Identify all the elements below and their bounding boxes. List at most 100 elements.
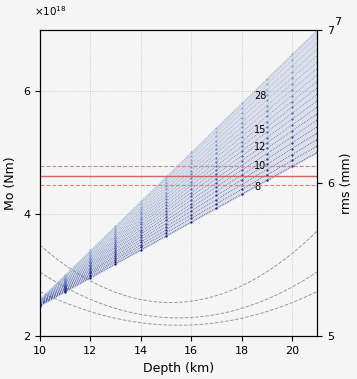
Point xyxy=(213,201,219,207)
Point xyxy=(62,273,68,279)
Point xyxy=(138,232,144,238)
Point xyxy=(314,111,320,117)
Point xyxy=(87,263,93,269)
Point xyxy=(37,301,43,307)
Point xyxy=(138,242,144,248)
Point xyxy=(264,119,270,125)
Point xyxy=(138,204,144,210)
Point xyxy=(188,171,194,177)
Point xyxy=(239,153,245,159)
Point xyxy=(87,252,93,258)
Point xyxy=(138,224,144,230)
Point xyxy=(264,140,270,146)
Point xyxy=(188,168,194,174)
Point xyxy=(314,72,320,78)
Point xyxy=(62,284,68,290)
Point xyxy=(239,105,245,111)
Point xyxy=(37,298,43,304)
Point xyxy=(37,298,43,304)
Point xyxy=(163,230,169,236)
Point xyxy=(112,245,118,251)
Point xyxy=(138,216,144,222)
Point xyxy=(62,289,68,295)
Point xyxy=(289,146,295,152)
Point xyxy=(163,208,169,214)
Text: 15: 15 xyxy=(254,125,267,135)
Point xyxy=(239,186,245,193)
Point xyxy=(112,225,118,231)
Point xyxy=(264,167,270,173)
Point xyxy=(37,302,43,309)
Point xyxy=(213,138,219,144)
Point xyxy=(138,219,144,225)
Point xyxy=(163,199,169,205)
Point xyxy=(188,208,194,214)
Point xyxy=(239,177,245,183)
Point xyxy=(87,247,93,254)
Point xyxy=(213,167,219,173)
Point xyxy=(163,205,169,211)
Point xyxy=(62,276,68,282)
Point xyxy=(314,149,320,155)
Point xyxy=(62,275,68,281)
Point xyxy=(87,253,93,259)
Point xyxy=(239,100,245,106)
Point xyxy=(37,299,43,305)
Point xyxy=(314,117,320,123)
Point xyxy=(239,148,245,154)
Point xyxy=(112,247,118,253)
Point xyxy=(264,81,270,87)
Point xyxy=(314,78,320,85)
Point xyxy=(112,227,118,233)
Point xyxy=(314,130,320,136)
Point xyxy=(112,249,118,255)
Point xyxy=(163,227,169,233)
Point xyxy=(163,233,169,239)
Point xyxy=(289,69,295,75)
Point xyxy=(213,175,219,182)
Point xyxy=(264,86,270,92)
Point xyxy=(264,76,270,82)
Point xyxy=(314,143,320,149)
Point xyxy=(264,103,270,109)
Point xyxy=(37,296,43,302)
Point xyxy=(213,129,219,135)
Y-axis label: Mo (Nm): Mo (Nm) xyxy=(4,156,17,210)
Point xyxy=(239,167,245,173)
Point xyxy=(62,274,68,280)
Point xyxy=(87,262,93,268)
Point xyxy=(62,283,68,290)
Point xyxy=(289,110,295,116)
Point xyxy=(112,259,118,265)
Point xyxy=(239,110,245,116)
Point xyxy=(289,128,295,134)
Point xyxy=(62,277,68,283)
Text: 8: 8 xyxy=(254,182,260,192)
Y-axis label: rms (mm): rms (mm) xyxy=(340,152,353,214)
Point xyxy=(62,276,68,282)
Point xyxy=(188,175,194,181)
Point xyxy=(112,257,118,263)
Text: 12: 12 xyxy=(254,142,267,152)
Point xyxy=(163,186,169,193)
Point xyxy=(289,157,295,163)
Point xyxy=(87,259,93,265)
Point xyxy=(163,193,169,199)
Point xyxy=(37,301,43,307)
Point xyxy=(62,281,68,287)
Point xyxy=(138,239,144,245)
Point xyxy=(87,271,93,277)
Point xyxy=(37,297,43,303)
Point xyxy=(138,201,144,207)
Point xyxy=(213,188,219,194)
Point xyxy=(112,229,118,235)
Point xyxy=(62,282,68,288)
Point xyxy=(87,260,93,266)
Point xyxy=(239,115,245,121)
Point xyxy=(289,63,295,69)
Point xyxy=(138,237,144,243)
Point xyxy=(87,255,93,261)
Point xyxy=(314,40,320,46)
Point xyxy=(62,280,68,286)
Point xyxy=(37,302,43,308)
